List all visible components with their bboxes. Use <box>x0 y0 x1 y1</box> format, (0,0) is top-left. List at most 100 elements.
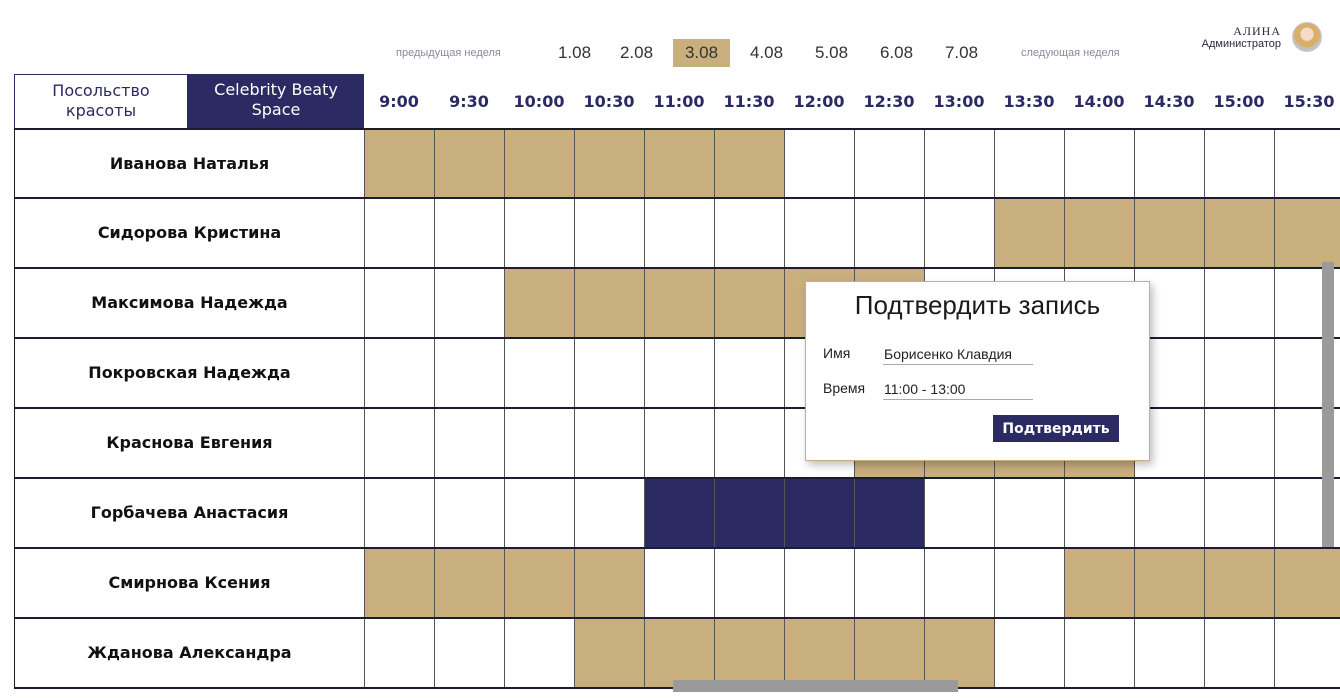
slot-free[interactable] <box>854 198 924 268</box>
slot-selected[interactable] <box>714 478 784 548</box>
slot-free[interactable] <box>1274 478 1340 548</box>
slot-free[interactable] <box>1274 408 1340 478</box>
week-day-3[interactable]: 4.08 <box>749 43 784 62</box>
slot-free[interactable] <box>1204 129 1274 199</box>
time-field[interactable] <box>883 380 1033 400</box>
slot-booked[interactable] <box>504 548 574 618</box>
slot-free[interactable] <box>364 338 434 408</box>
slot-free[interactable] <box>574 478 644 548</box>
slot-free[interactable] <box>714 198 784 268</box>
confirm-button[interactable]: Подтвердить <box>993 415 1119 442</box>
slot-booked[interactable] <box>1134 198 1204 268</box>
slot-free[interactable] <box>434 338 504 408</box>
slot-free[interactable] <box>364 198 434 268</box>
slot-free[interactable] <box>504 618 574 688</box>
slot-free[interactable] <box>434 478 504 548</box>
slot-booked[interactable] <box>784 618 854 688</box>
slot-booked[interactable] <box>854 618 924 688</box>
prev-week-link[interactable]: предыдущая неделя <box>396 47 501 59</box>
slot-free[interactable] <box>784 129 854 199</box>
slot-free[interactable] <box>504 408 574 478</box>
slot-free[interactable] <box>434 618 504 688</box>
slot-booked[interactable] <box>994 198 1064 268</box>
week-day-1[interactable]: 2.08 <box>619 43 654 62</box>
slot-free[interactable] <box>1274 129 1340 199</box>
slot-free[interactable] <box>574 338 644 408</box>
slot-free[interactable] <box>1064 618 1134 688</box>
slot-booked[interactable] <box>1204 198 1274 268</box>
slot-selected[interactable] <box>854 478 924 548</box>
slot-booked[interactable] <box>1064 198 1134 268</box>
slot-free[interactable] <box>854 129 924 199</box>
slot-booked[interactable] <box>1274 548 1340 618</box>
slot-free[interactable] <box>644 198 714 268</box>
slot-free[interactable] <box>714 338 784 408</box>
slot-free[interactable] <box>994 548 1064 618</box>
slot-booked[interactable] <box>364 129 434 199</box>
slot-free[interactable] <box>924 478 994 548</box>
week-day-0[interactable]: 1.08 <box>557 43 592 62</box>
slot-free[interactable] <box>1204 408 1274 478</box>
horizontal-scrollbar[interactable] <box>673 680 958 692</box>
slot-free[interactable] <box>1204 478 1274 548</box>
slot-free[interactable] <box>994 478 1064 548</box>
slot-booked[interactable] <box>504 129 574 199</box>
slot-booked[interactable] <box>714 129 784 199</box>
slot-free[interactable] <box>1274 268 1340 338</box>
week-day-4[interactable]: 5.08 <box>814 43 849 62</box>
slot-free[interactable] <box>1204 618 1274 688</box>
slot-free[interactable] <box>784 198 854 268</box>
slot-booked[interactable] <box>434 548 504 618</box>
slot-booked[interactable] <box>574 129 644 199</box>
slot-free[interactable] <box>434 408 504 478</box>
slot-booked[interactable] <box>574 548 644 618</box>
slot-free[interactable] <box>364 408 434 478</box>
slot-booked[interactable] <box>714 268 784 338</box>
slot-free[interactable] <box>504 478 574 548</box>
slot-free[interactable] <box>1274 618 1340 688</box>
slot-free[interactable] <box>994 618 1064 688</box>
week-day-2[interactable]: 3.08 <box>673 39 730 67</box>
slot-selected[interactable] <box>644 478 714 548</box>
slot-selected[interactable] <box>784 478 854 548</box>
slot-free[interactable] <box>714 548 784 618</box>
slot-booked[interactable] <box>364 548 434 618</box>
slot-free[interactable] <box>1134 618 1204 688</box>
slot-free[interactable] <box>504 338 574 408</box>
slot-free[interactable] <box>924 129 994 199</box>
slot-free[interactable] <box>434 198 504 268</box>
next-week-link[interactable]: следующая неделя <box>1021 47 1120 59</box>
slot-booked[interactable] <box>574 618 644 688</box>
slot-booked[interactable] <box>1134 548 1204 618</box>
slot-free[interactable] <box>1064 478 1134 548</box>
slot-free[interactable] <box>994 129 1064 199</box>
slot-booked[interactable] <box>714 618 784 688</box>
week-day-6[interactable]: 7.08 <box>944 43 979 62</box>
slot-free[interactable] <box>574 408 644 478</box>
slot-free[interactable] <box>924 198 994 268</box>
slot-free[interactable] <box>1134 129 1204 199</box>
slot-free[interactable] <box>714 408 784 478</box>
slot-free[interactable] <box>924 548 994 618</box>
slot-free[interactable] <box>574 198 644 268</box>
slot-booked[interactable] <box>644 129 714 199</box>
slot-free[interactable] <box>1064 129 1134 199</box>
slot-booked[interactable] <box>1064 548 1134 618</box>
slot-free[interactable] <box>644 548 714 618</box>
vertical-scrollbar[interactable] <box>1322 262 1334 547</box>
slot-booked[interactable] <box>504 268 574 338</box>
slot-free[interactable] <box>644 338 714 408</box>
location-tab-celebrity[interactable]: Celebrity Beaty Space <box>188 74 364 129</box>
slot-free[interactable] <box>1204 268 1274 338</box>
slot-free[interactable] <box>644 408 714 478</box>
slot-booked[interactable] <box>1274 198 1340 268</box>
slot-free[interactable] <box>784 548 854 618</box>
slot-free[interactable] <box>784 338 854 408</box>
slot-booked[interactable] <box>924 618 994 688</box>
slot-free[interactable] <box>1204 338 1274 408</box>
avatar[interactable] <box>1292 22 1322 52</box>
slot-free[interactable] <box>1274 338 1340 408</box>
slot-booked[interactable] <box>434 129 504 199</box>
slot-free[interactable] <box>1134 478 1204 548</box>
slot-free[interactable] <box>364 268 434 338</box>
